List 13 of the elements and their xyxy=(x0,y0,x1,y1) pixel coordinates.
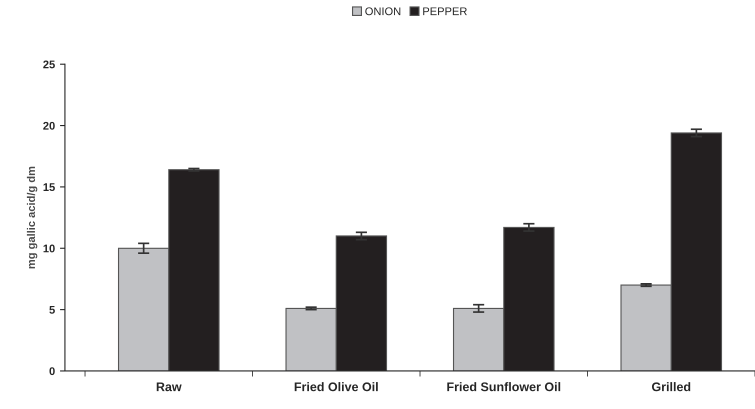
legend-label: ONION xyxy=(365,7,400,16)
y-tick-label: 5 xyxy=(49,306,55,314)
legend-label: PEPPER xyxy=(423,7,467,16)
y-tick-label: 20 xyxy=(43,122,55,130)
y-tick-label: 15 xyxy=(44,183,55,192)
x-tick-label: Fried Olive Oil xyxy=(294,382,378,392)
y-tick-label: 0 xyxy=(49,367,55,376)
x-tick-label: Fried Sunflower Oil xyxy=(447,382,560,392)
y-axis-title: mg gallic acid/g dm xyxy=(26,166,38,268)
y-tick-label: 10 xyxy=(44,244,55,252)
x-tick-label: Grilled xyxy=(652,382,690,392)
y-tick-label: 25 xyxy=(43,60,55,68)
x-tick-label: Raw xyxy=(156,382,182,392)
